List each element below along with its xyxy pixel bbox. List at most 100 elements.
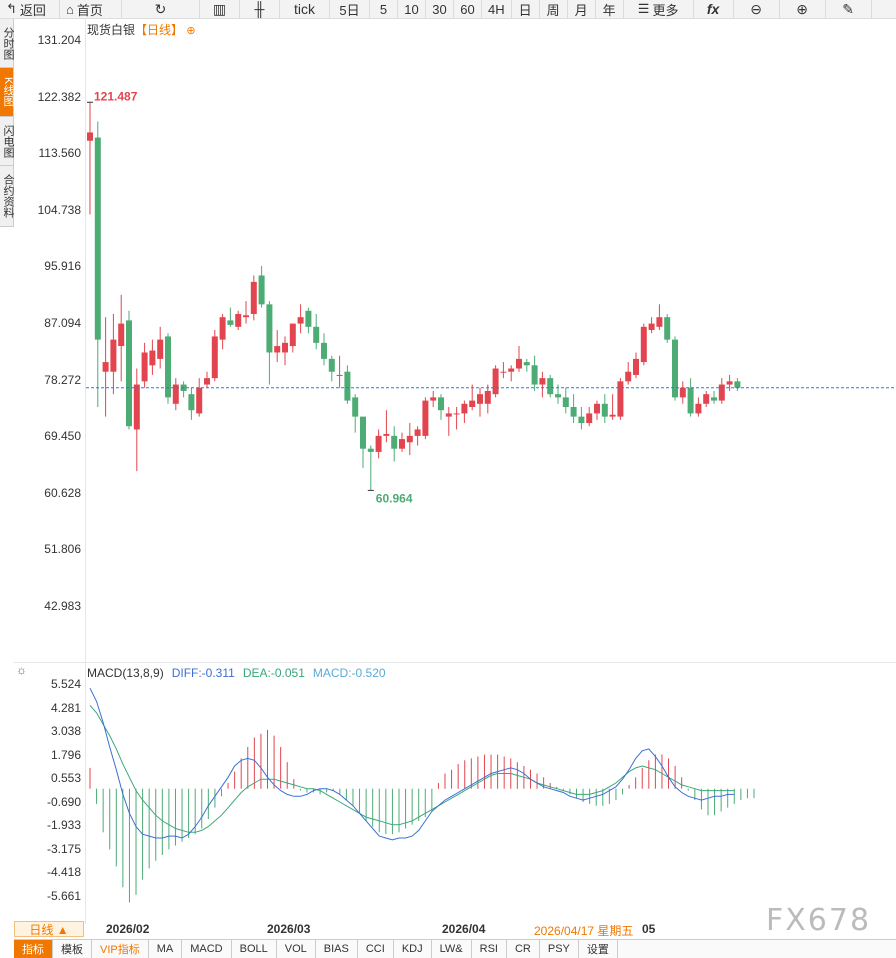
price-tick-label: 131.204 [37, 33, 81, 47]
tab-templates[interactable]: 模板 [53, 940, 92, 958]
candle-body [165, 336, 171, 398]
price-tick-label: 69.450 [44, 429, 81, 444]
bar-chart-icon: ▥ [212, 0, 227, 17]
high-price-label: 121.487 [94, 89, 138, 103]
candle-body [516, 358, 522, 369]
tab-boll[interactable]: BOLL [232, 940, 277, 958]
side-tab-timeshare[interactable]: 分时图 [0, 19, 14, 68]
tab-settings[interactable]: 设置 [579, 940, 618, 958]
formula-button[interactable]: fx [694, 0, 734, 18]
tab-kdj[interactable]: KDJ [394, 940, 432, 958]
tab-cr[interactable]: CR [507, 940, 540, 958]
candle-body [157, 339, 164, 359]
period-day[interactable]: 日 [512, 0, 540, 18]
settings-icon[interactable]: ⊕ [186, 25, 196, 37]
candle-body [94, 137, 101, 340]
side-tab-contract[interactable]: 合约资料 [0, 166, 14, 227]
tab-rsi[interactable]: RSI [472, 940, 507, 958]
side-tab-kline[interactable]: K线图 [0, 68, 14, 117]
side-tabs: 分时图 K线图 闪电图 合约资料 [0, 19, 14, 227]
candle-body [126, 320, 132, 427]
candle-body [133, 384, 140, 430]
tab-lw[interactable]: LW& [432, 940, 472, 958]
zoom-in-button[interactable]: ⊕ [780, 0, 826, 18]
candle-body [718, 384, 725, 401]
candlestick-button[interactable]: ╫ [240, 0, 280, 18]
candle-body [367, 448, 374, 452]
cursor-date: 2026/04/17 星期五 [534, 924, 634, 938]
date-axis: 2026/02 2026/03 2026/04 2026/04/17 星期五 0… [14, 921, 896, 938]
period-4h[interactable]: 4H [482, 0, 512, 18]
candle-body [469, 400, 476, 408]
price-tick-label: 60.628 [44, 485, 81, 500]
tab-bias[interactable]: BIAS [316, 940, 358, 958]
candle-body [328, 358, 335, 372]
daily-period-button[interactable]: 日线 ▲ [14, 921, 84, 937]
period-10min[interactable]: 10 [398, 0, 426, 18]
period-tag: 【日线】 [135, 23, 184, 37]
home-button[interactable]: ⌂ 首页 [60, 0, 122, 18]
candle-body [196, 387, 203, 414]
side-tab-flash[interactable]: 闪电图 [0, 117, 14, 166]
period-week[interactable]: 周 [540, 0, 568, 18]
bar-chart-button[interactable]: ▥ [200, 0, 240, 18]
period-year[interactable]: 年 [596, 0, 624, 18]
tab-indicators[interactable]: 指标 [14, 940, 53, 958]
more-button[interactable]: ☰ 更多 [624, 0, 694, 18]
candle-body [87, 132, 93, 141]
candle-body [500, 371, 507, 373]
price-tick-label: 113.560 [38, 146, 82, 161]
candle-body [227, 320, 234, 325]
period-5min[interactable]: 5 [370, 0, 398, 18]
tab-vip-indicators[interactable]: VIP指标 [92, 940, 149, 958]
period-month[interactable]: 月 [568, 0, 596, 18]
candle-body [586, 413, 593, 424]
candle-body [672, 339, 678, 398]
tab-cci[interactable]: CCI [358, 940, 394, 958]
back-button[interactable]: ↰ 返回 [0, 0, 60, 18]
candle-body [562, 397, 569, 408]
candle-body [711, 397, 717, 401]
candle-body [250, 281, 257, 314]
candle-body [523, 362, 530, 366]
macd-settings-icon[interactable]: ☼ [16, 663, 27, 677]
macd-macd-value: MACD:-0.520 [312, 666, 386, 680]
tab-vol[interactable]: VOL [277, 940, 316, 958]
candle-body [539, 378, 546, 385]
candle-body [243, 315, 249, 318]
candle-body [453, 413, 460, 415]
pane-divider [14, 662, 896, 663]
candle-body [118, 323, 125, 347]
macd-tick-label: -1.933 [46, 818, 81, 833]
price-tick-label: 104.738 [37, 202, 81, 217]
tick-button[interactable]: tick [280, 0, 330, 18]
refresh-button[interactable]: ↻ [122, 0, 200, 18]
draw-button[interactable]: ✎ [826, 0, 872, 18]
tab-macd[interactable]: MACD [182, 940, 232, 958]
candlestick-icon: ╫ [254, 1, 265, 17]
period-60min[interactable]: 60 [454, 0, 482, 18]
period-30min[interactable]: 30 [426, 0, 454, 18]
candle-body [617, 381, 624, 417]
candle-body [734, 381, 741, 388]
macd-tick-label: -5.661 [46, 889, 81, 903]
price-tick-label: 78.272 [44, 372, 81, 387]
draw-icon: ✎ [842, 0, 854, 17]
zoom-out-button[interactable]: ⊖ [734, 0, 780, 18]
candle-body [578, 416, 585, 424]
price-tick-label: 95.916 [44, 259, 81, 274]
price-tick-label: 87.094 [44, 315, 81, 330]
candle-body [391, 435, 398, 449]
period-5day[interactable]: 5日 [330, 0, 370, 18]
candle-body [266, 304, 273, 353]
tab-psy[interactable]: PSY [540, 940, 579, 958]
candle-body [531, 365, 538, 385]
candle-body [430, 397, 437, 401]
candle-body [336, 374, 343, 376]
candle-body [383, 433, 390, 436]
price-tick-label: 42.983 [44, 599, 81, 613]
tab-ma[interactable]: MA [149, 940, 183, 958]
macd-tick-label: 1.796 [50, 747, 81, 762]
candle-body [110, 339, 117, 372]
